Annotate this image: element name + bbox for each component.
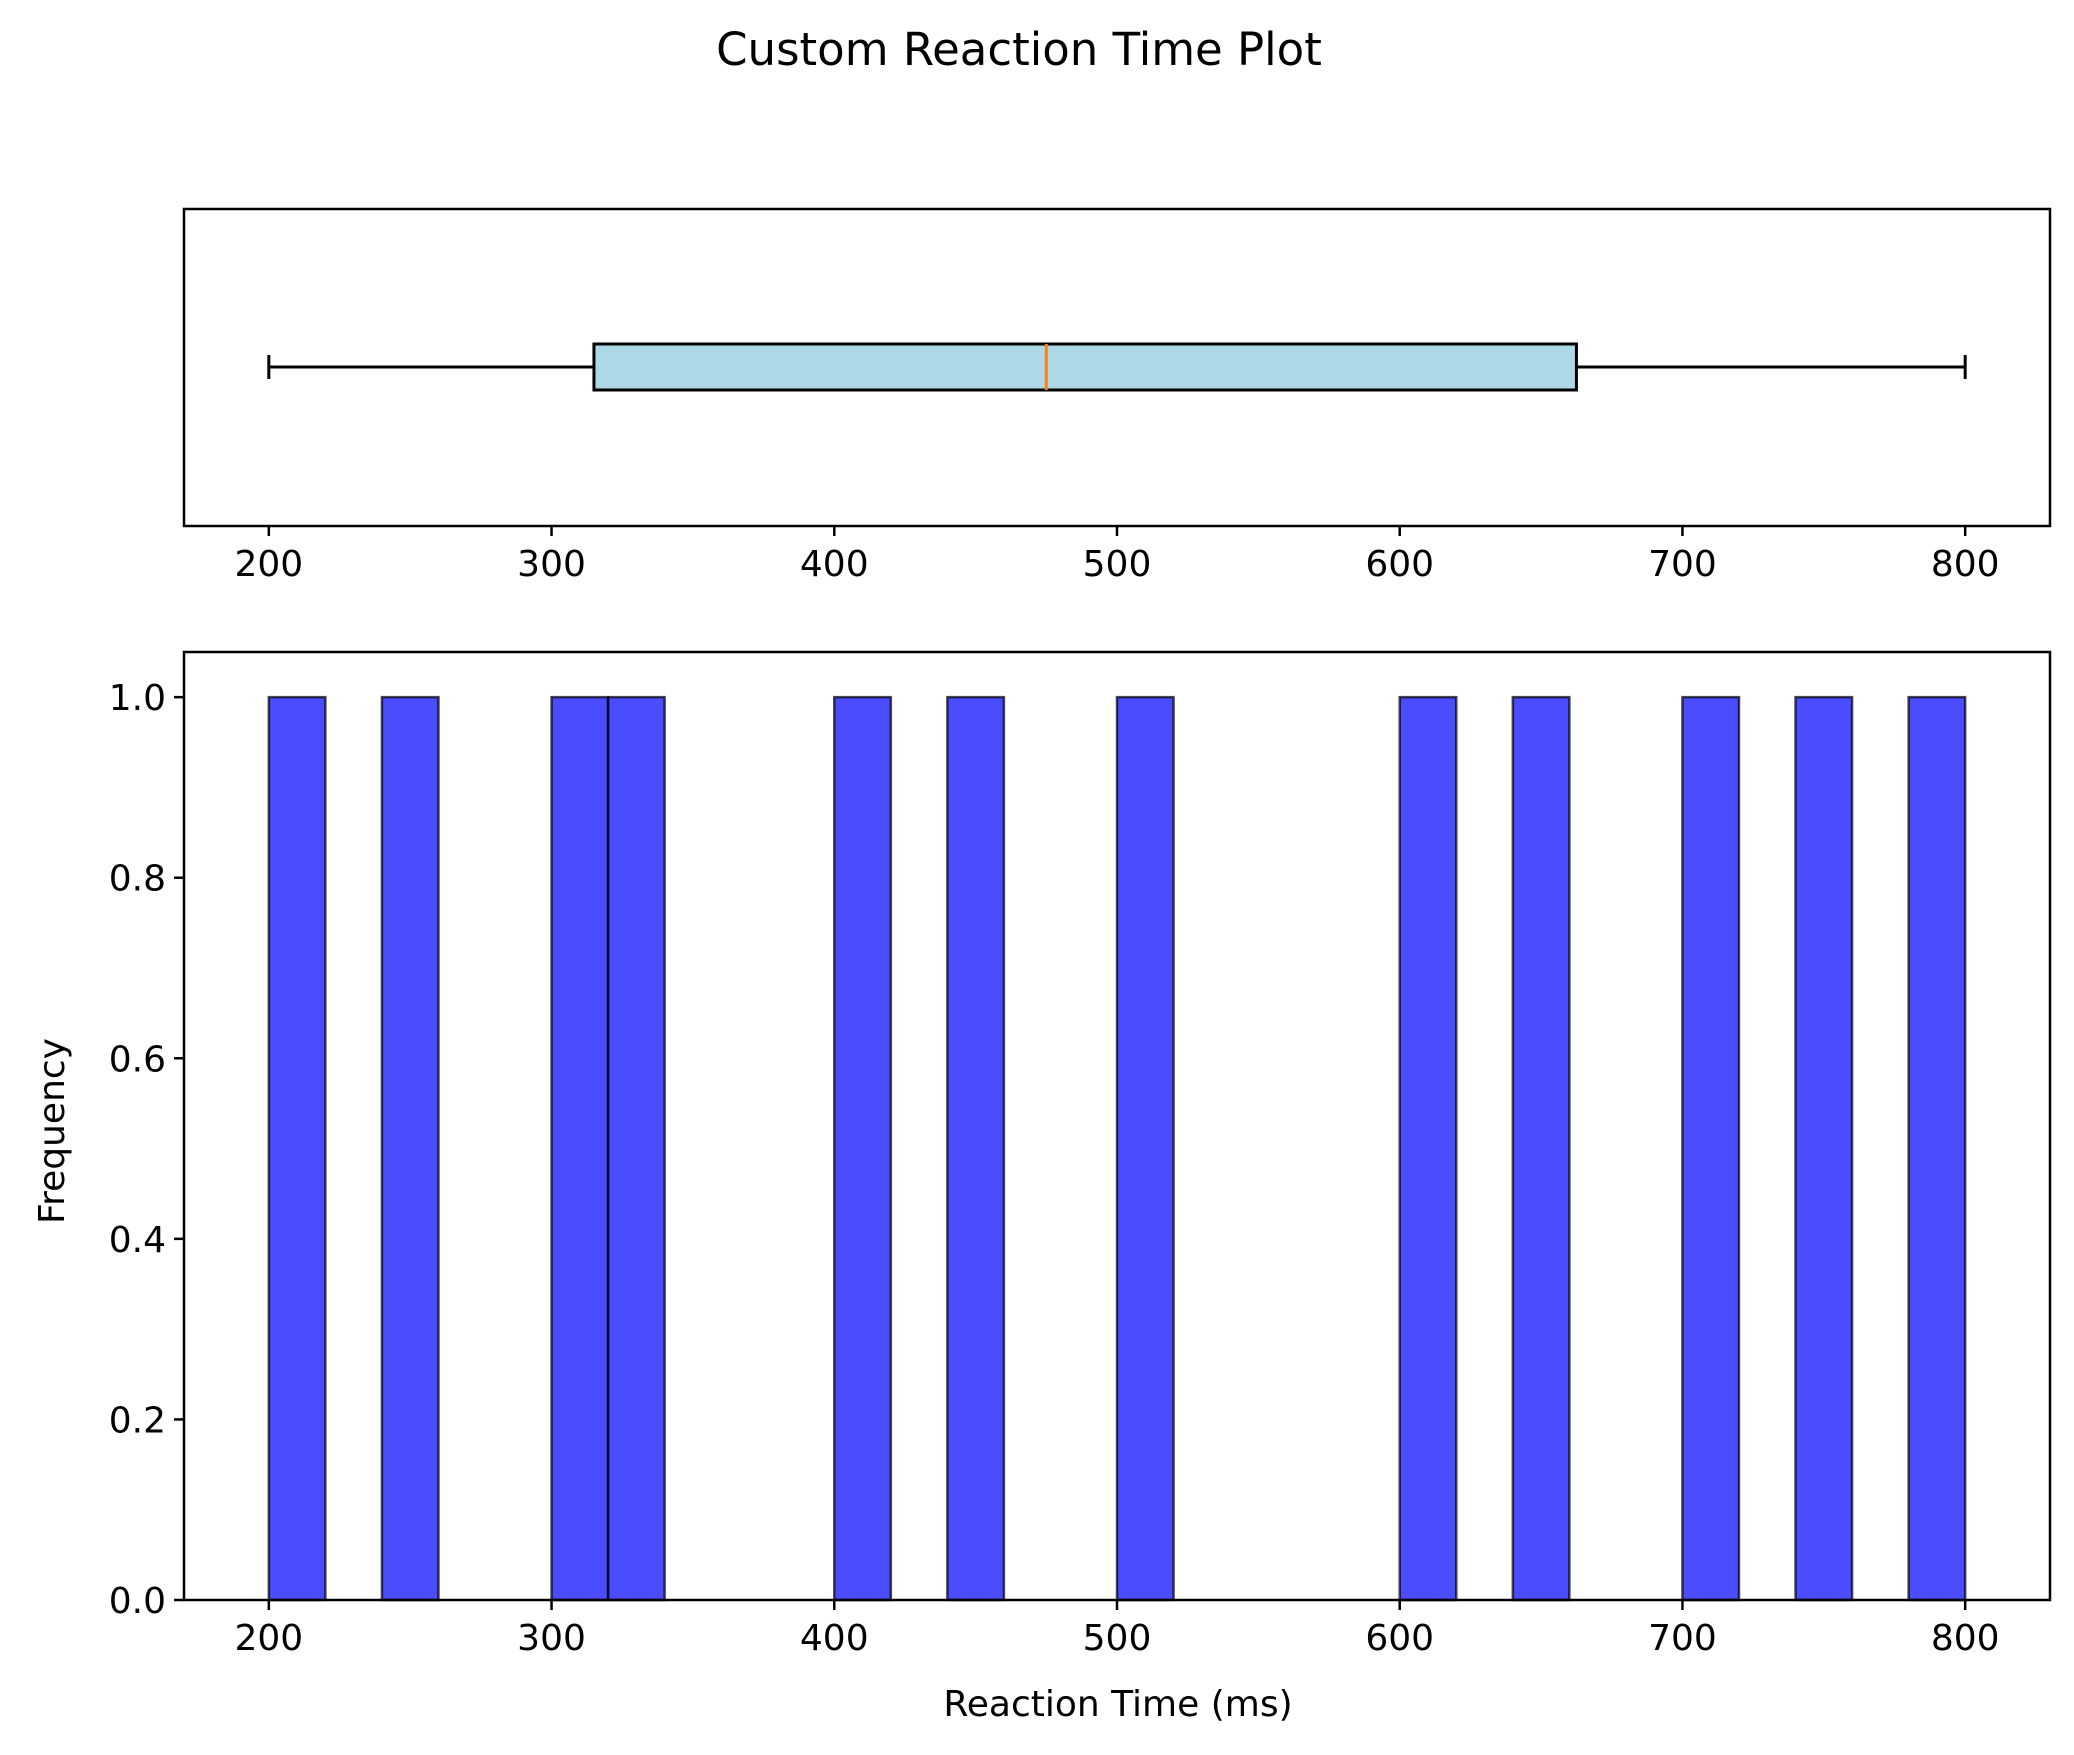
hist-x-tick-label: 200 — [234, 1618, 303, 1659]
box-x-tick-label: 500 — [1083, 544, 1152, 585]
histogram-bar — [380, 695, 440, 1602]
histogram-bar — [1511, 695, 1571, 1602]
hist-y-tick-label: 0.8 — [109, 859, 166, 900]
hist-x-tick-label: 800 — [1931, 1618, 2000, 1659]
box-x-tick-label: 400 — [800, 544, 869, 585]
histogram-bar — [1907, 695, 1967, 1602]
iqr-box — [592, 342, 1578, 392]
hist-x-tick-label: 300 — [517, 1618, 586, 1659]
histogram-bar — [1398, 695, 1458, 1602]
histogram-bar — [267, 695, 327, 1602]
hist-x-tick-label: 700 — [1648, 1618, 1717, 1659]
hist-y-tick-label: 0.4 — [109, 1220, 166, 1261]
boxplot-panel: 200 300 400 500 600 700 800 — [182, 207, 2052, 585]
histogram-bar — [606, 695, 666, 1602]
box-x-tick-label: 600 — [1365, 544, 1434, 585]
box-x-tick-label: 200 — [234, 544, 303, 585]
chart-title: Custom Reaction Time Plot — [716, 23, 1322, 76]
box-x-tick-label: 700 — [1648, 544, 1717, 585]
hist-x-tick-label: 600 — [1365, 1618, 1434, 1659]
y-axis-label: Frequency — [32, 1038, 73, 1224]
hist-y-tick-label: 0.6 — [109, 1039, 166, 1080]
hist-x-tick-label: 400 — [800, 1618, 869, 1659]
hist-y-tick-label: 1.0 — [109, 678, 166, 719]
histogram-bar — [550, 695, 610, 1602]
hist-x-tick-label: 500 — [1083, 1618, 1152, 1659]
histogram-bar — [946, 695, 1006, 1602]
histogram-panel: 200 300 400 500 600 700 800 0.0 0.2 0.4 0.6 0.8 1.0 — [109, 650, 2052, 1659]
x-axis-label: Reaction Time (ms) — [943, 1684, 1292, 1725]
histogram-bar — [1681, 695, 1741, 1602]
box-x-tick-label: 800 — [1931, 544, 2000, 585]
hist-y-tick-label: 0.2 — [109, 1400, 166, 1441]
histogram-bar — [833, 695, 893, 1602]
histogram-bar — [1794, 695, 1854, 1602]
hist-y-tick-label: 0.0 — [109, 1581, 166, 1622]
histogram-bar — [1115, 695, 1175, 1602]
box-x-tick-label: 300 — [517, 544, 586, 585]
